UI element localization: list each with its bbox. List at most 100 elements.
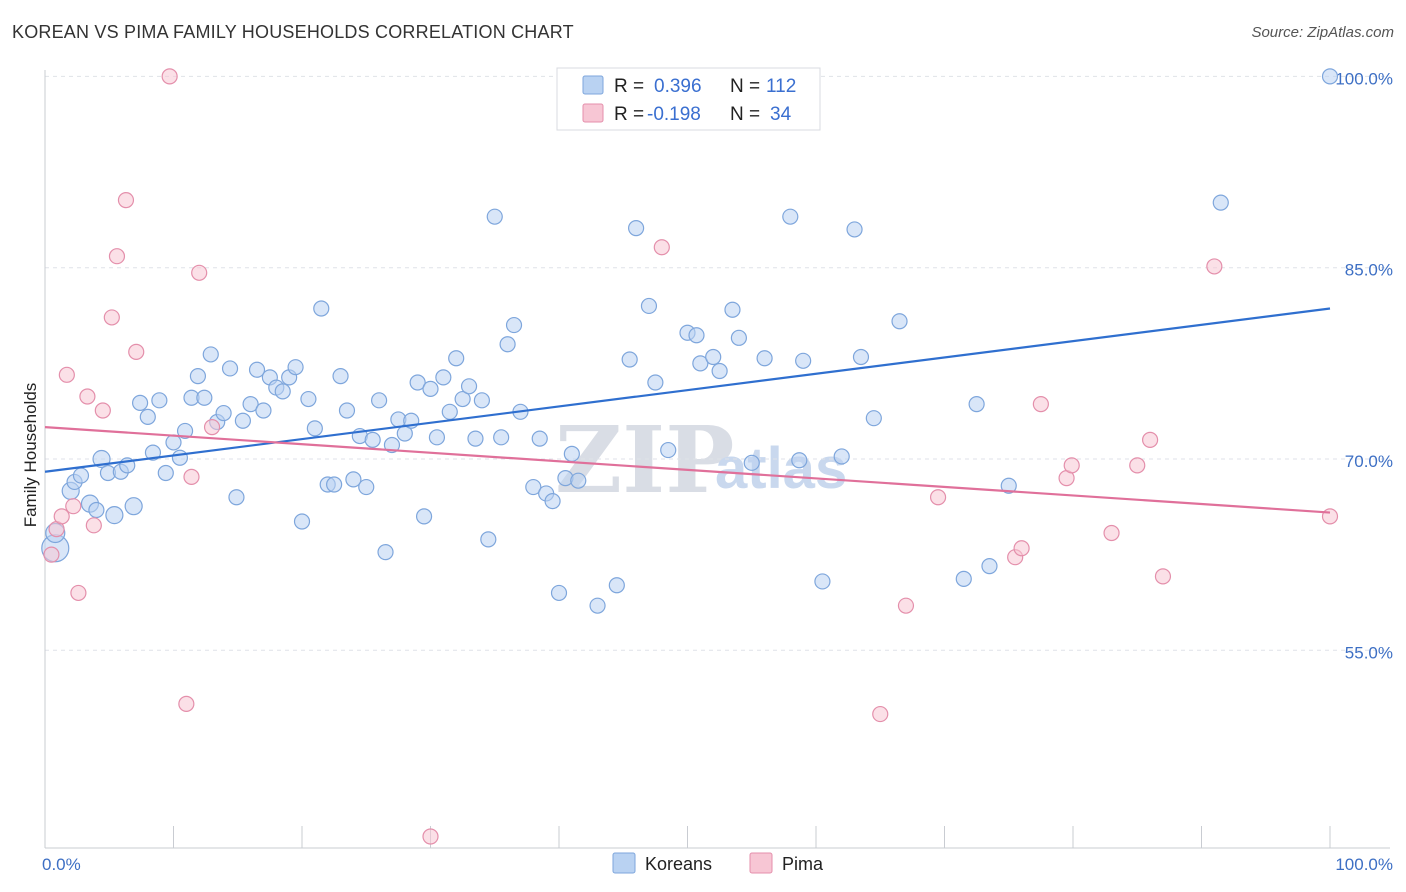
koreans-point-45 [338, 402, 356, 419]
koreans-point-89 [688, 327, 705, 344]
grid-lines [45, 75, 1390, 651]
koreans-point-99 [795, 352, 812, 369]
koreans-point-92 [711, 362, 728, 380]
pima-point-6 [79, 388, 96, 405]
koreans-points [41, 68, 1339, 614]
koreans-point-41 [313, 300, 330, 317]
pima-point-0 [43, 546, 60, 563]
legend-n-label-pima: N = [730, 104, 760, 125]
x-tick-label-100: 100.0% [1335, 855, 1393, 874]
koreans-point-31 [248, 361, 266, 378]
koreans-legend-swatch [612, 852, 636, 874]
koreans-point-96 [756, 350, 773, 367]
koreans-legend-label: Koreans [645, 854, 712, 874]
koreans-point-82 [608, 577, 625, 594]
koreans-point-74 [531, 430, 548, 447]
koreans-point-104 [865, 410, 882, 427]
pima-point-11 [117, 191, 135, 209]
koreans-point-19 [171, 449, 189, 466]
pima-point-29 [1129, 457, 1146, 474]
koreans-point-4 [72, 467, 90, 484]
koreans-point-79 [563, 445, 580, 462]
legend-r-value-koreans: 0.396 [654, 76, 702, 97]
watermark-zip: ZIP [555, 406, 734, 514]
koreans-point-52 [383, 436, 401, 454]
koreans-point-29 [234, 412, 251, 429]
koreans-point-56 [409, 374, 426, 391]
koreans-point-48 [358, 478, 375, 496]
tick-labels: 55.0% 70.0% 85.0% 100.0% 0.0% 100.0% [42, 69, 1393, 874]
legend-r-label-koreans: R = [614, 76, 644, 97]
pima-point-2 [53, 508, 70, 525]
koreans-point-40 [306, 420, 323, 437]
pima-point-9 [103, 309, 120, 326]
koreans-point-73 [525, 478, 542, 496]
koreans-point-18 [165, 434, 182, 451]
koreans-point-91 [705, 348, 722, 366]
koreans-point-38 [293, 513, 311, 530]
koreans-point-103 [852, 348, 870, 366]
pima-point-22 [929, 489, 947, 506]
koreans-point-28 [228, 489, 245, 506]
koreans-point-108 [981, 558, 998, 575]
koreans-point-12 [124, 497, 143, 516]
koreans-point-97 [782, 208, 799, 225]
pima-point-18 [422, 828, 439, 845]
koreans-point-95 [743, 454, 760, 471]
series-legend: Koreans Pima [612, 852, 824, 874]
koreans-point-60 [435, 369, 452, 386]
pima-point-13 [161, 68, 178, 85]
y-tick-label-100: 100.0% [1335, 69, 1393, 88]
y-tick-label-55: 55.0% [1345, 643, 1393, 662]
koreans-point-69 [493, 429, 510, 446]
koreans-point-49 [364, 431, 381, 448]
koreans-point-51 [377, 544, 394, 561]
pima-point-16 [191, 264, 208, 281]
koreans-point-59 [428, 429, 446, 446]
koreans-point-57 [415, 508, 433, 525]
y-tick-label-85: 85.0% [1345, 261, 1393, 280]
koreans-point-83 [621, 351, 638, 368]
koreans-point-24 [202, 346, 219, 363]
koreans-point-46 [345, 471, 362, 488]
chart-title: KOREAN VS PIMA FAMILY HOUSEHOLDS CORRELA… [12, 22, 574, 42]
koreans-point-93 [724, 301, 741, 318]
koreans-point-86 [647, 374, 664, 391]
koreans-point-62 [448, 350, 465, 367]
koreans-point-35 [274, 383, 291, 400]
koreans-point-68 [486, 208, 503, 225]
pima-point-25 [1032, 396, 1049, 413]
koreans-point-63 [454, 390, 471, 408]
koreans-point-17 [157, 464, 174, 482]
koreans-point-65 [467, 430, 484, 447]
koreans-point-100 [814, 573, 831, 590]
pima-point-12 [128, 343, 145, 360]
pima-point-7 [85, 517, 102, 534]
legend-n-value-koreans: 112 [766, 76, 796, 97]
koreans-point-43 [326, 476, 343, 493]
koreans-point-39 [300, 390, 317, 408]
pima-legend-swatch [749, 852, 773, 874]
legend-r-label-pima: R = [614, 104, 644, 125]
pima-point-15 [183, 468, 200, 485]
koreans-point-102 [846, 221, 863, 238]
legend-r-value-pima: -0.198 [647, 104, 701, 125]
koreans-point-50 [371, 392, 388, 409]
pima-swatch [582, 103, 604, 123]
koreans-point-106 [955, 570, 972, 587]
pima-point-5 [70, 584, 87, 602]
koreans-point-61 [441, 403, 458, 420]
koreans-point-70 [499, 336, 516, 353]
koreans-point-84 [627, 220, 645, 237]
koreans-point-77 [550, 584, 568, 602]
koreans-point-66 [473, 392, 490, 409]
koreans-point-105 [891, 313, 908, 330]
pima-point-32 [1206, 258, 1223, 275]
x-tick-label-0: 0.0% [42, 855, 81, 874]
koreans-point-32 [255, 402, 272, 419]
pima-point-27 [1063, 457, 1080, 474]
koreans-swatch [582, 75, 604, 95]
pima-point-31 [1154, 568, 1172, 585]
koreans-point-87 [660, 441, 677, 459]
